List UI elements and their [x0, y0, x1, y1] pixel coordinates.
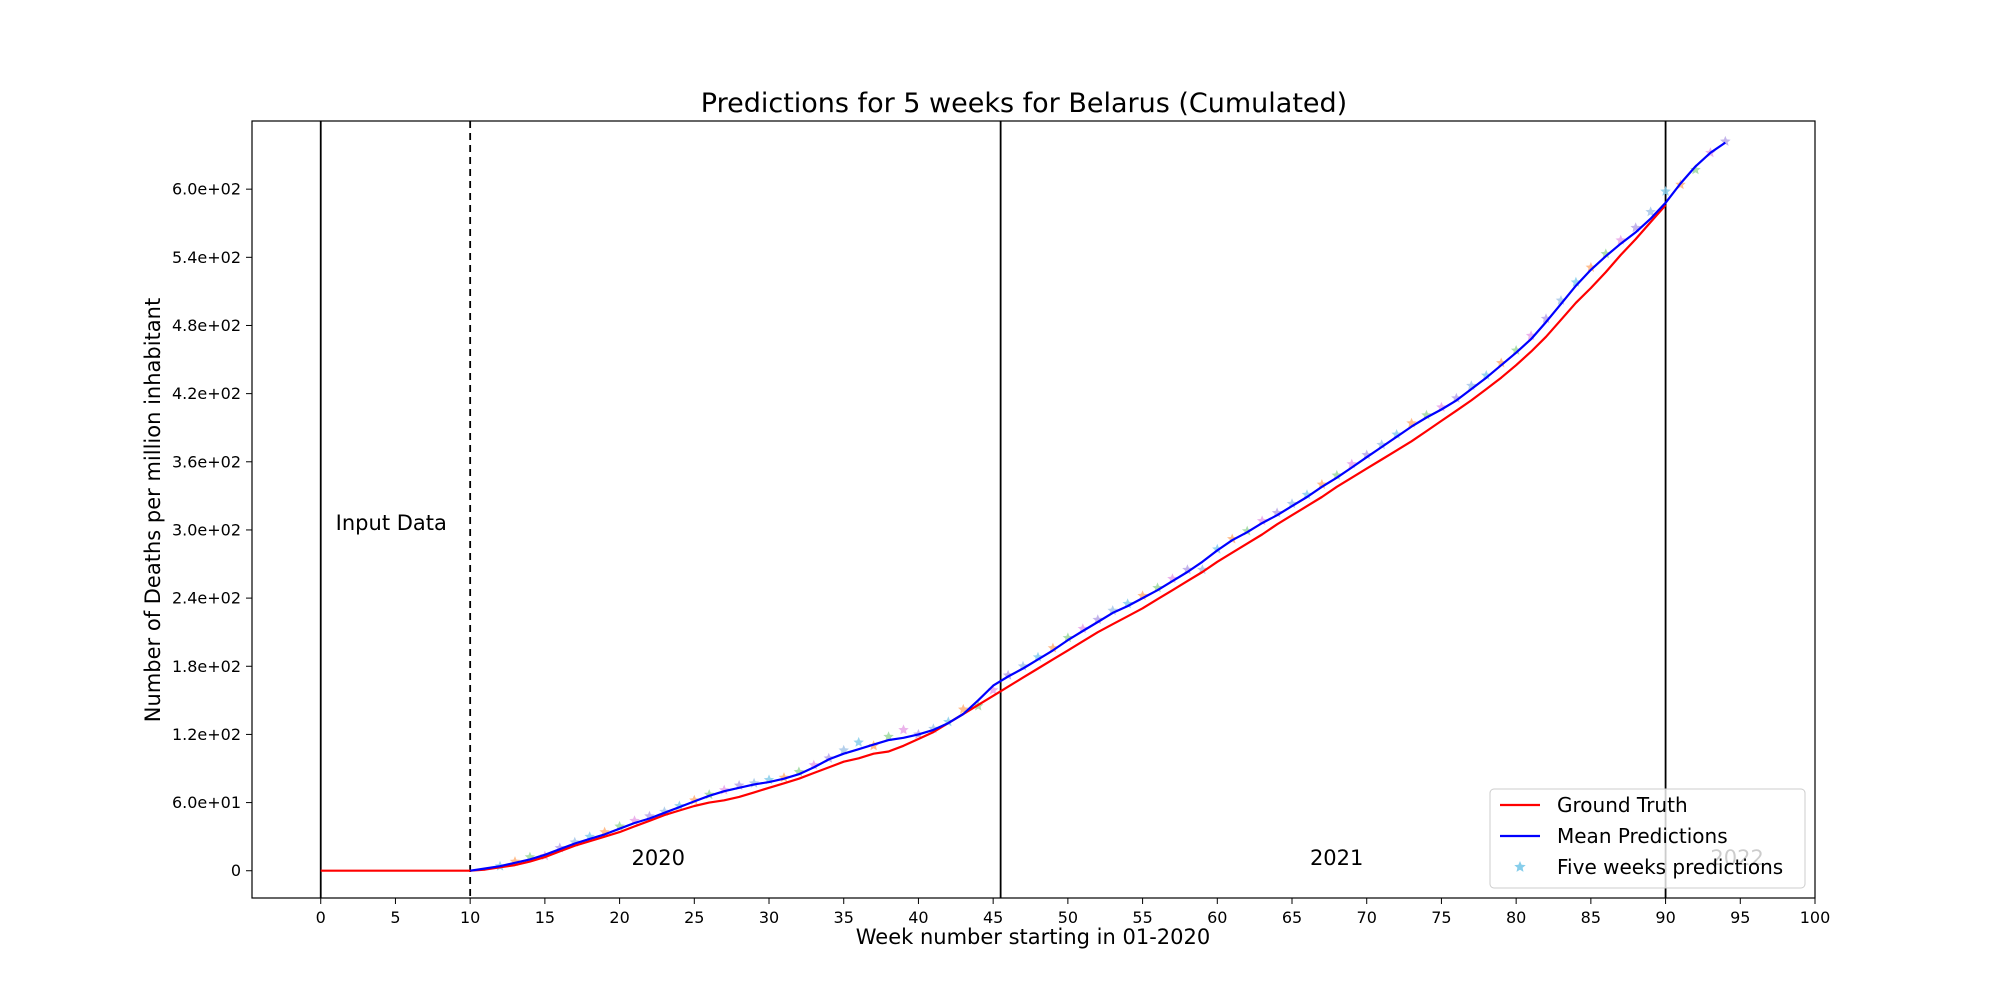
prediction-point	[1316, 479, 1328, 489]
prediction-point	[1421, 409, 1432, 420]
x-axis-label: Week number starting in 01-2020	[856, 925, 1210, 949]
x-tick-label: 20	[609, 908, 629, 927]
x-tick-label: 70	[1357, 908, 1377, 927]
x-tick-label: 35	[834, 908, 854, 927]
x-tick-label: 95	[1730, 908, 1750, 927]
x-tick-label: 15	[535, 908, 555, 927]
x-tick-label: 50	[1058, 908, 1078, 927]
x-tick-label: 55	[1132, 908, 1152, 927]
annotation-2020: 2020	[632, 846, 685, 870]
prediction-point	[1540, 313, 1552, 324]
prediction-point	[1451, 392, 1462, 403]
y-tick-label: 6.0e+02	[172, 180, 241, 199]
y-tick-label: 3.0e+02	[172, 520, 241, 539]
prediction-point	[1496, 357, 1507, 368]
x-tick-label: 60	[1207, 908, 1227, 927]
prediction-point	[1585, 262, 1597, 272]
series-line-ground-truth	[320, 204, 1667, 872]
legend-swatch-five-weeks-predictions	[1514, 861, 1526, 872]
series-five-weeks-predictions	[494, 135, 1731, 871]
prediction-point	[1107, 605, 1118, 616]
x-axis: 0 5 10 15 20 25 30 35 40 45 50 55 60 65 70 75 80 85 90 95 10…	[316, 898, 1831, 927]
prediction-point	[1525, 330, 1537, 341]
x-tick-label: 100	[1800, 908, 1831, 927]
prediction-point	[1361, 449, 1372, 460]
prediction-point	[1600, 248, 1611, 259]
prediction-point	[1331, 469, 1343, 480]
x-tick-label: 0	[316, 908, 326, 927]
prediction-point	[1077, 623, 1088, 634]
prediction-point	[1301, 489, 1313, 500]
prediction-point	[1510, 345, 1522, 355]
x-tick-label: 45	[983, 908, 1003, 927]
prediction-point	[1137, 590, 1148, 601]
plot-frame	[251, 120, 1816, 899]
y-axis: 0 6.0e+01 1.2e+02 1.8e+02 2.4e+02 3.0e+02 3.6e…	[172, 180, 252, 880]
prediction-point	[1017, 660, 1029, 671]
y-tick-label: 4.2e+02	[172, 384, 241, 403]
legend-label-ground-truth: Ground Truth	[1557, 793, 1688, 817]
prediction-point	[898, 724, 909, 735]
legend-label-five-weeks-predictions: Five weeks predictions	[1557, 855, 1783, 879]
y-tick-label: 1.2e+02	[172, 725, 241, 744]
legend-label-mean-predictions: Mean Predictions	[1557, 824, 1728, 848]
prediction-point	[1032, 651, 1044, 662]
chart-title: Predictions for 5 weeks for Belarus (Cum…	[701, 88, 1347, 119]
prediction-point	[1481, 370, 1492, 380]
y-tick-label: 0	[231, 861, 241, 880]
y-tick-label: 1.8e+02	[172, 657, 241, 676]
y-tick-label: 5.4e+02	[172, 248, 241, 267]
legend: Ground Truth Mean Predictions Five weeks…	[1489, 788, 1806, 889]
annotation-2021: 2021	[1310, 846, 1363, 870]
prediction-point	[1630, 222, 1641, 233]
prediction-point	[853, 736, 864, 747]
legend-box	[1489, 788, 1806, 889]
x-tick-label: 10	[460, 908, 480, 927]
prediction-point	[1436, 401, 1447, 412]
x-tick-label: 5	[390, 908, 400, 927]
prediction-point	[1182, 564, 1193, 575]
prediction-point	[1645, 206, 1656, 217]
prediction-point	[1197, 564, 1208, 575]
plot-area	[319, 121, 1731, 898]
prediction-point	[1660, 185, 1671, 196]
annotation-input-data: Input Data	[336, 511, 447, 535]
prediction-point	[1047, 642, 1059, 653]
y-tick-label: 3.6e+02	[172, 452, 241, 471]
prediction-point	[1062, 632, 1074, 643]
prediction-point	[1376, 439, 1387, 450]
prediction-point	[614, 820, 625, 831]
y-tick-label: 2.4e+02	[172, 589, 241, 608]
x-tick-label: 75	[1431, 908, 1451, 927]
y-axis-label: Number of Deaths per million inhabitant	[141, 298, 165, 722]
x-tick-label: 30	[759, 908, 779, 927]
x-tick-label: 25	[684, 908, 704, 927]
series-line-mean-predictions	[470, 141, 1726, 872]
prediction-point	[1391, 429, 1402, 439]
x-tick-label: 40	[908, 908, 928, 927]
y-tick-label: 6.0e+01	[172, 793, 241, 812]
x-tick-label: 85	[1581, 908, 1601, 927]
prediction-point	[1690, 164, 1701, 175]
x-tick-label: 90	[1655, 908, 1675, 927]
y-tick-label: 4.8e+02	[172, 316, 241, 335]
prediction-point	[987, 684, 999, 695]
x-tick-label: 80	[1506, 908, 1526, 927]
x-tick-label: 65	[1282, 908, 1302, 927]
